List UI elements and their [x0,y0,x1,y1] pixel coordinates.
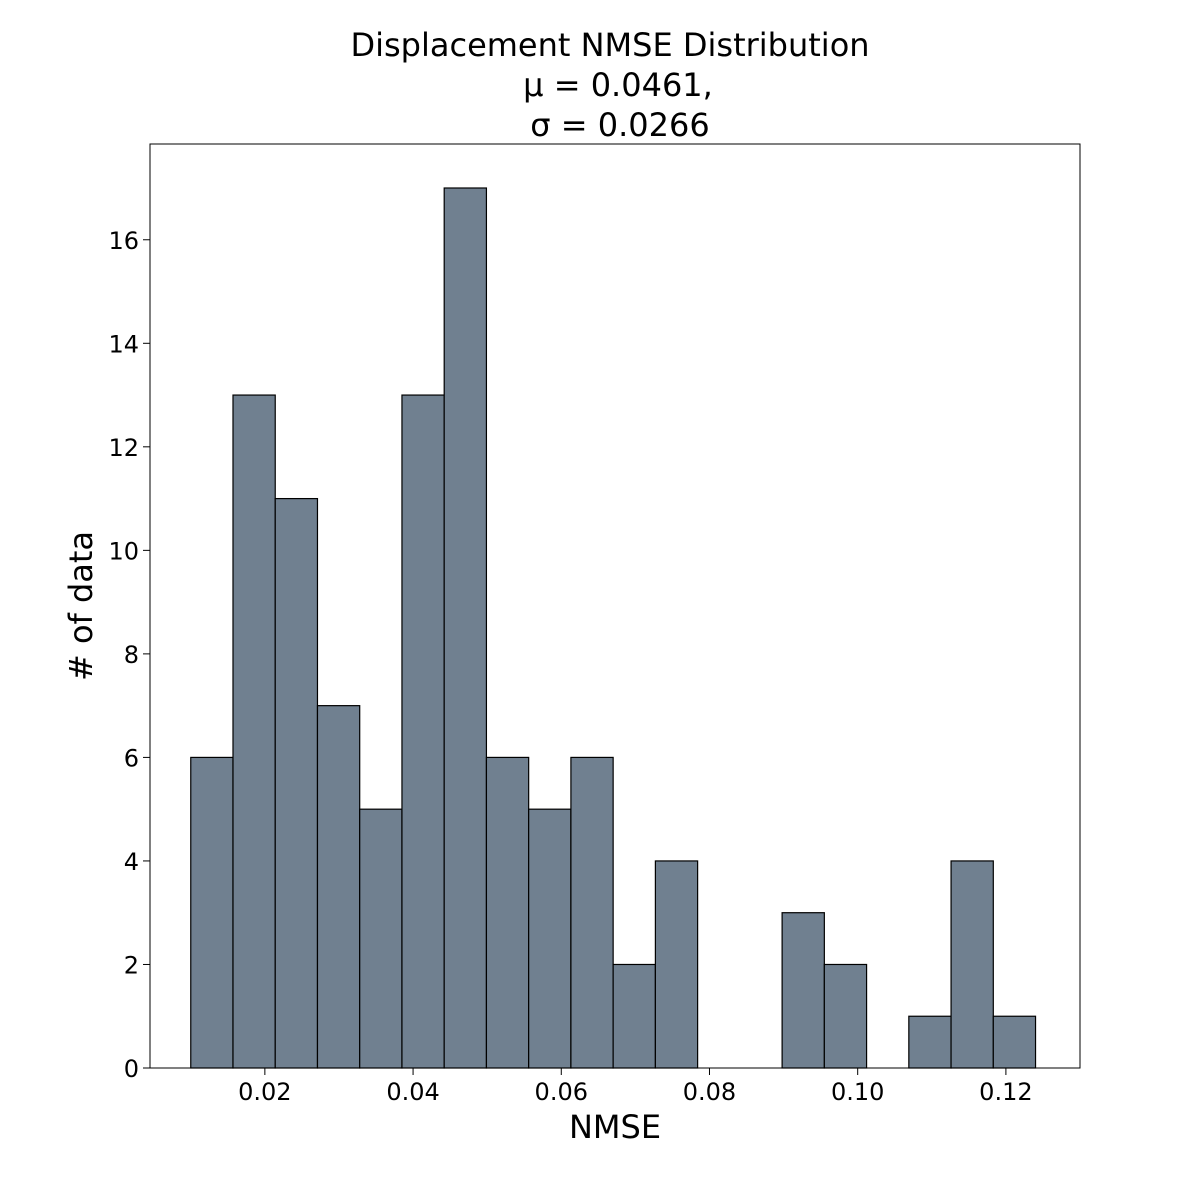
x-tick-label: 0.02 [238,1078,291,1106]
chart-title-line-1: Displacement NMSE Distribution [350,26,869,64]
y-tick-label: 8 [124,641,139,669]
y-tick-label: 2 [124,951,139,979]
y-tick-label: 0 [124,1055,139,1083]
histogram-bar [612,963,656,1069]
chart-title: Displacement NMSE Distribution μ = 0.046… [350,26,869,144]
y-tick-label: 10 [108,537,139,565]
histogram-bar [908,1015,952,1069]
histogram-bars [190,187,1037,1069]
histogram-bar [232,394,276,1069]
histogram-bar [190,756,234,1069]
histogram-bar [528,808,572,1069]
y-tick-label: 12 [108,434,139,462]
y-tick-label: 14 [108,330,139,358]
histogram-bar [443,187,488,1069]
y-axis-label: # of data [62,531,100,681]
histogram-bar [316,705,361,1069]
x-tick-label: 0.12 [979,1078,1032,1106]
y-tick-label: 16 [108,227,139,255]
plot-frame [149,143,1081,1069]
x-axis-label: NMSE [569,1108,661,1146]
y-tick-label: 6 [124,744,139,772]
histogram-bar [401,394,445,1069]
histogram-bar [781,912,825,1069]
chart-title-line-3: σ = 0.0266 [530,106,709,144]
histogram-bar [570,756,614,1069]
chart-title-line-2: μ = 0.0461, [523,66,713,104]
histogram-bar [992,1015,1037,1069]
x-tick-label: 0.06 [535,1078,588,1106]
histogram-bar [359,808,403,1069]
histogram-bar [485,756,530,1069]
histogram-bar [654,860,699,1069]
histogram-bar [274,497,319,1069]
y-tick-label: 4 [124,848,139,876]
x-axis-ticks: 0.02 0.04 0.06 0.08 0.10 0.12 [238,1068,1033,1106]
y-axis-ticks: 0 2 4 6 8 10 12 14 16 [108,227,150,1083]
x-tick-label: 0.08 [683,1078,736,1106]
histogram-bar [950,860,994,1069]
histogram-bar [823,963,868,1069]
x-tick-label: 0.10 [831,1078,884,1106]
x-tick-label: 0.04 [386,1078,439,1106]
